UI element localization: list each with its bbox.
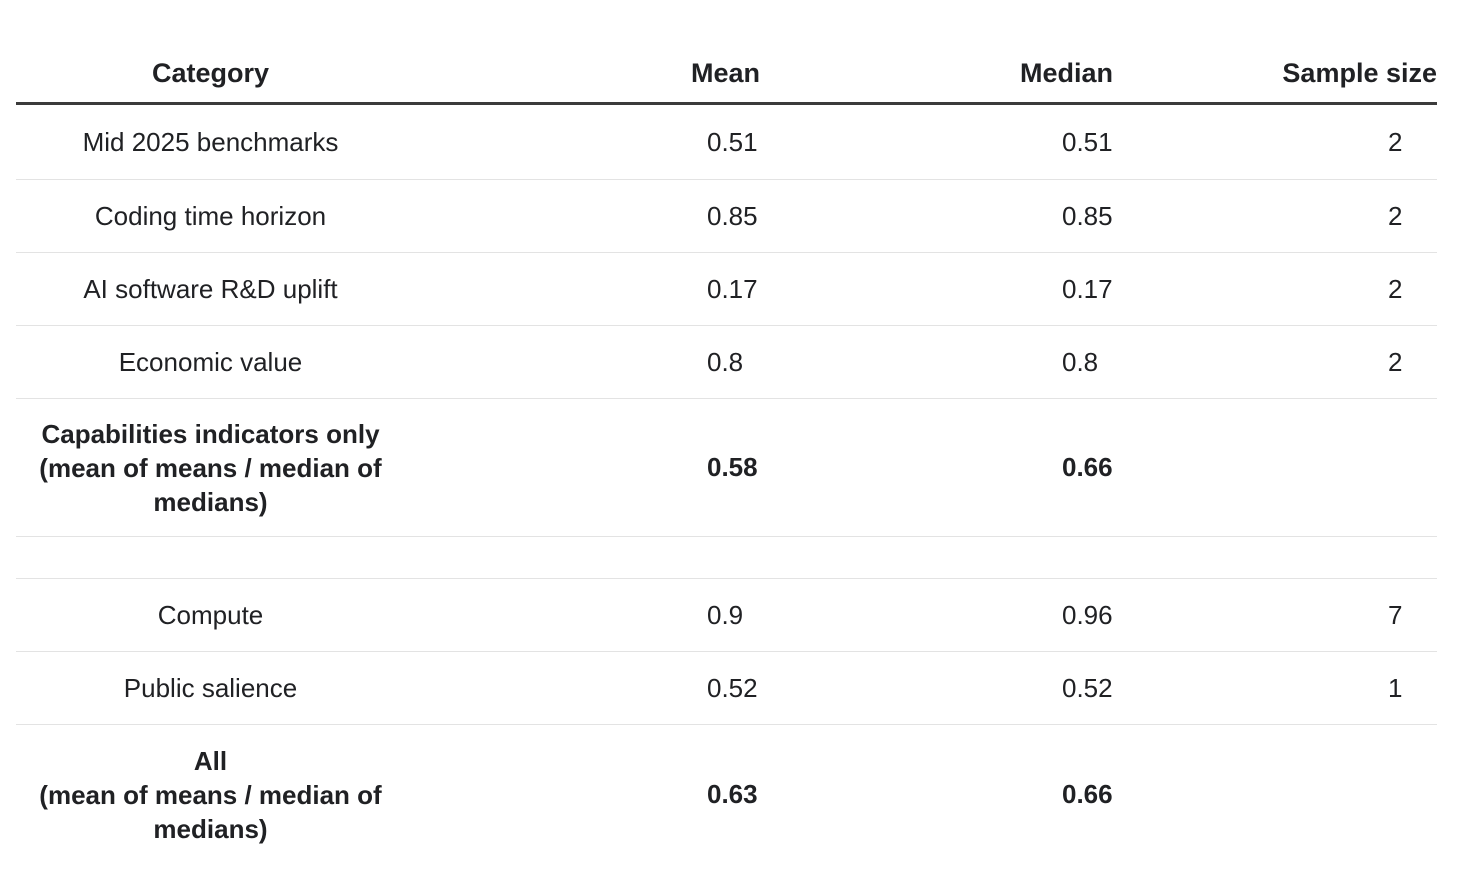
mean-cell — [405, 536, 760, 579]
sample-size-cell: 1 — [1113, 651, 1437, 725]
column-header-category: Category — [16, 0, 405, 105]
mean-cell: 0.8 — [405, 325, 760, 399]
median-cell: 0.51 — [760, 103, 1113, 180]
summary-row-all: All (mean of means / median of medians) … — [16, 725, 1437, 865]
mean-cell: 0.9 — [405, 578, 760, 652]
summary-label-line2: (mean of means / median of medians) — [39, 452, 382, 517]
summary-stats-table: Category Mean Median Sample size Mid 202… — [16, 0, 1437, 864]
category-cell: AI software R&D uplift — [16, 252, 405, 326]
median-cell: 0.96 — [760, 578, 1113, 652]
category-cell: Mid 2025 benchmarks — [16, 103, 405, 180]
summary-row-capabilities: Capabilities indicators only (mean of me… — [16, 398, 1437, 537]
column-header-mean: Mean — [405, 0, 760, 105]
table-row: Mid 2025 benchmarks 0.51 0.51 2 — [16, 103, 1437, 180]
sample-size-cell: 2 — [1113, 103, 1437, 180]
table-row: Coding time horizon 0.85 0.85 2 — [16, 179, 1437, 253]
category-cell: Public salience — [16, 651, 405, 725]
median-cell: 0.66 — [760, 398, 1113, 537]
sample-size-cell — [1113, 398, 1437, 537]
mean-cell: 0.85 — [405, 179, 760, 253]
mean-cell: 0.17 — [405, 252, 760, 326]
sample-size-cell — [1113, 725, 1437, 865]
summary-label-line2: (mean of means / median of medians) — [39, 779, 382, 844]
summary-label-line1: Capabilities indicators only — [41, 418, 380, 449]
median-cell: 0.85 — [760, 179, 1113, 253]
table-row: AI software R&D uplift 0.17 0.17 2 — [16, 252, 1437, 326]
column-header-sample-size: Sample size — [1113, 0, 1437, 105]
sample-size-cell: 2 — [1113, 179, 1437, 253]
column-header-median: Median — [760, 0, 1113, 105]
category-cell — [16, 536, 405, 579]
mean-cell: 0.58 — [405, 398, 760, 537]
category-cell: All (mean of means / median of medians) — [16, 725, 405, 865]
category-cell: Capabilities indicators only (mean of me… — [16, 398, 405, 537]
median-cell — [760, 536, 1113, 579]
category-cell: Compute — [16, 578, 405, 652]
mean-cell: 0.51 — [405, 103, 760, 180]
table-row: Public salience 0.52 0.52 1 — [16, 651, 1437, 725]
median-cell: 0.8 — [760, 325, 1113, 399]
mean-cell: 0.52 — [405, 651, 760, 725]
sample-size-cell — [1113, 536, 1437, 579]
median-cell: 0.66 — [1062, 779, 1113, 809]
category-cell: Coding time horizon — [16, 179, 405, 253]
category-cell: Economic value — [16, 325, 405, 399]
sample-size-cell: 2 — [1113, 325, 1437, 399]
table-row: Compute 0.9 0.96 7 — [16, 578, 1437, 652]
median-cell: 0.17 — [760, 252, 1113, 326]
table-row: Economic value 0.8 0.8 2 — [16, 325, 1437, 399]
sample-size-cell: 7 — [1113, 578, 1437, 652]
table-header-row: Category Mean Median Sample size — [16, 0, 1437, 105]
median-cell: 0.52 — [760, 651, 1113, 725]
summary-label-line1: All — [193, 745, 228, 776]
sample-size-cell: 2 — [1113, 252, 1437, 326]
mean-cell: 0.63 — [707, 779, 758, 809]
spacer-row — [16, 536, 1437, 579]
